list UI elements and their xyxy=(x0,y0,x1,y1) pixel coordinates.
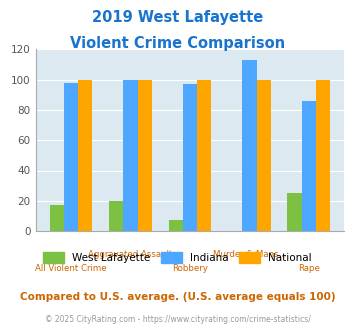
Text: 2019 West Lafayette: 2019 West Lafayette xyxy=(92,10,263,25)
Text: Violent Crime Comparison: Violent Crime Comparison xyxy=(70,36,285,51)
Bar xyxy=(138,80,152,231)
Bar xyxy=(123,80,138,231)
Bar xyxy=(169,220,183,231)
Legend: West Lafayette, Indiana, National: West Lafayette, Indiana, National xyxy=(39,248,316,267)
Bar xyxy=(302,101,316,231)
Bar xyxy=(109,201,123,231)
Text: Compared to U.S. average. (U.S. average equals 100): Compared to U.S. average. (U.S. average … xyxy=(20,292,335,302)
Bar xyxy=(257,80,271,231)
Text: Robbery: Robbery xyxy=(172,264,208,273)
Bar xyxy=(64,83,78,231)
Text: © 2025 CityRating.com - https://www.cityrating.com/crime-statistics/: © 2025 CityRating.com - https://www.city… xyxy=(45,315,310,324)
Text: All Violent Crime: All Violent Crime xyxy=(35,264,107,273)
Bar xyxy=(288,193,302,231)
Bar xyxy=(316,80,330,231)
Text: Rape: Rape xyxy=(298,264,320,273)
Text: Aggravated Assault: Aggravated Assault xyxy=(88,250,173,259)
Bar xyxy=(197,80,211,231)
Bar xyxy=(78,80,92,231)
Bar xyxy=(50,205,64,231)
Bar xyxy=(242,60,257,231)
Bar xyxy=(183,84,197,231)
Text: Murder & Mans...: Murder & Mans... xyxy=(213,250,286,259)
